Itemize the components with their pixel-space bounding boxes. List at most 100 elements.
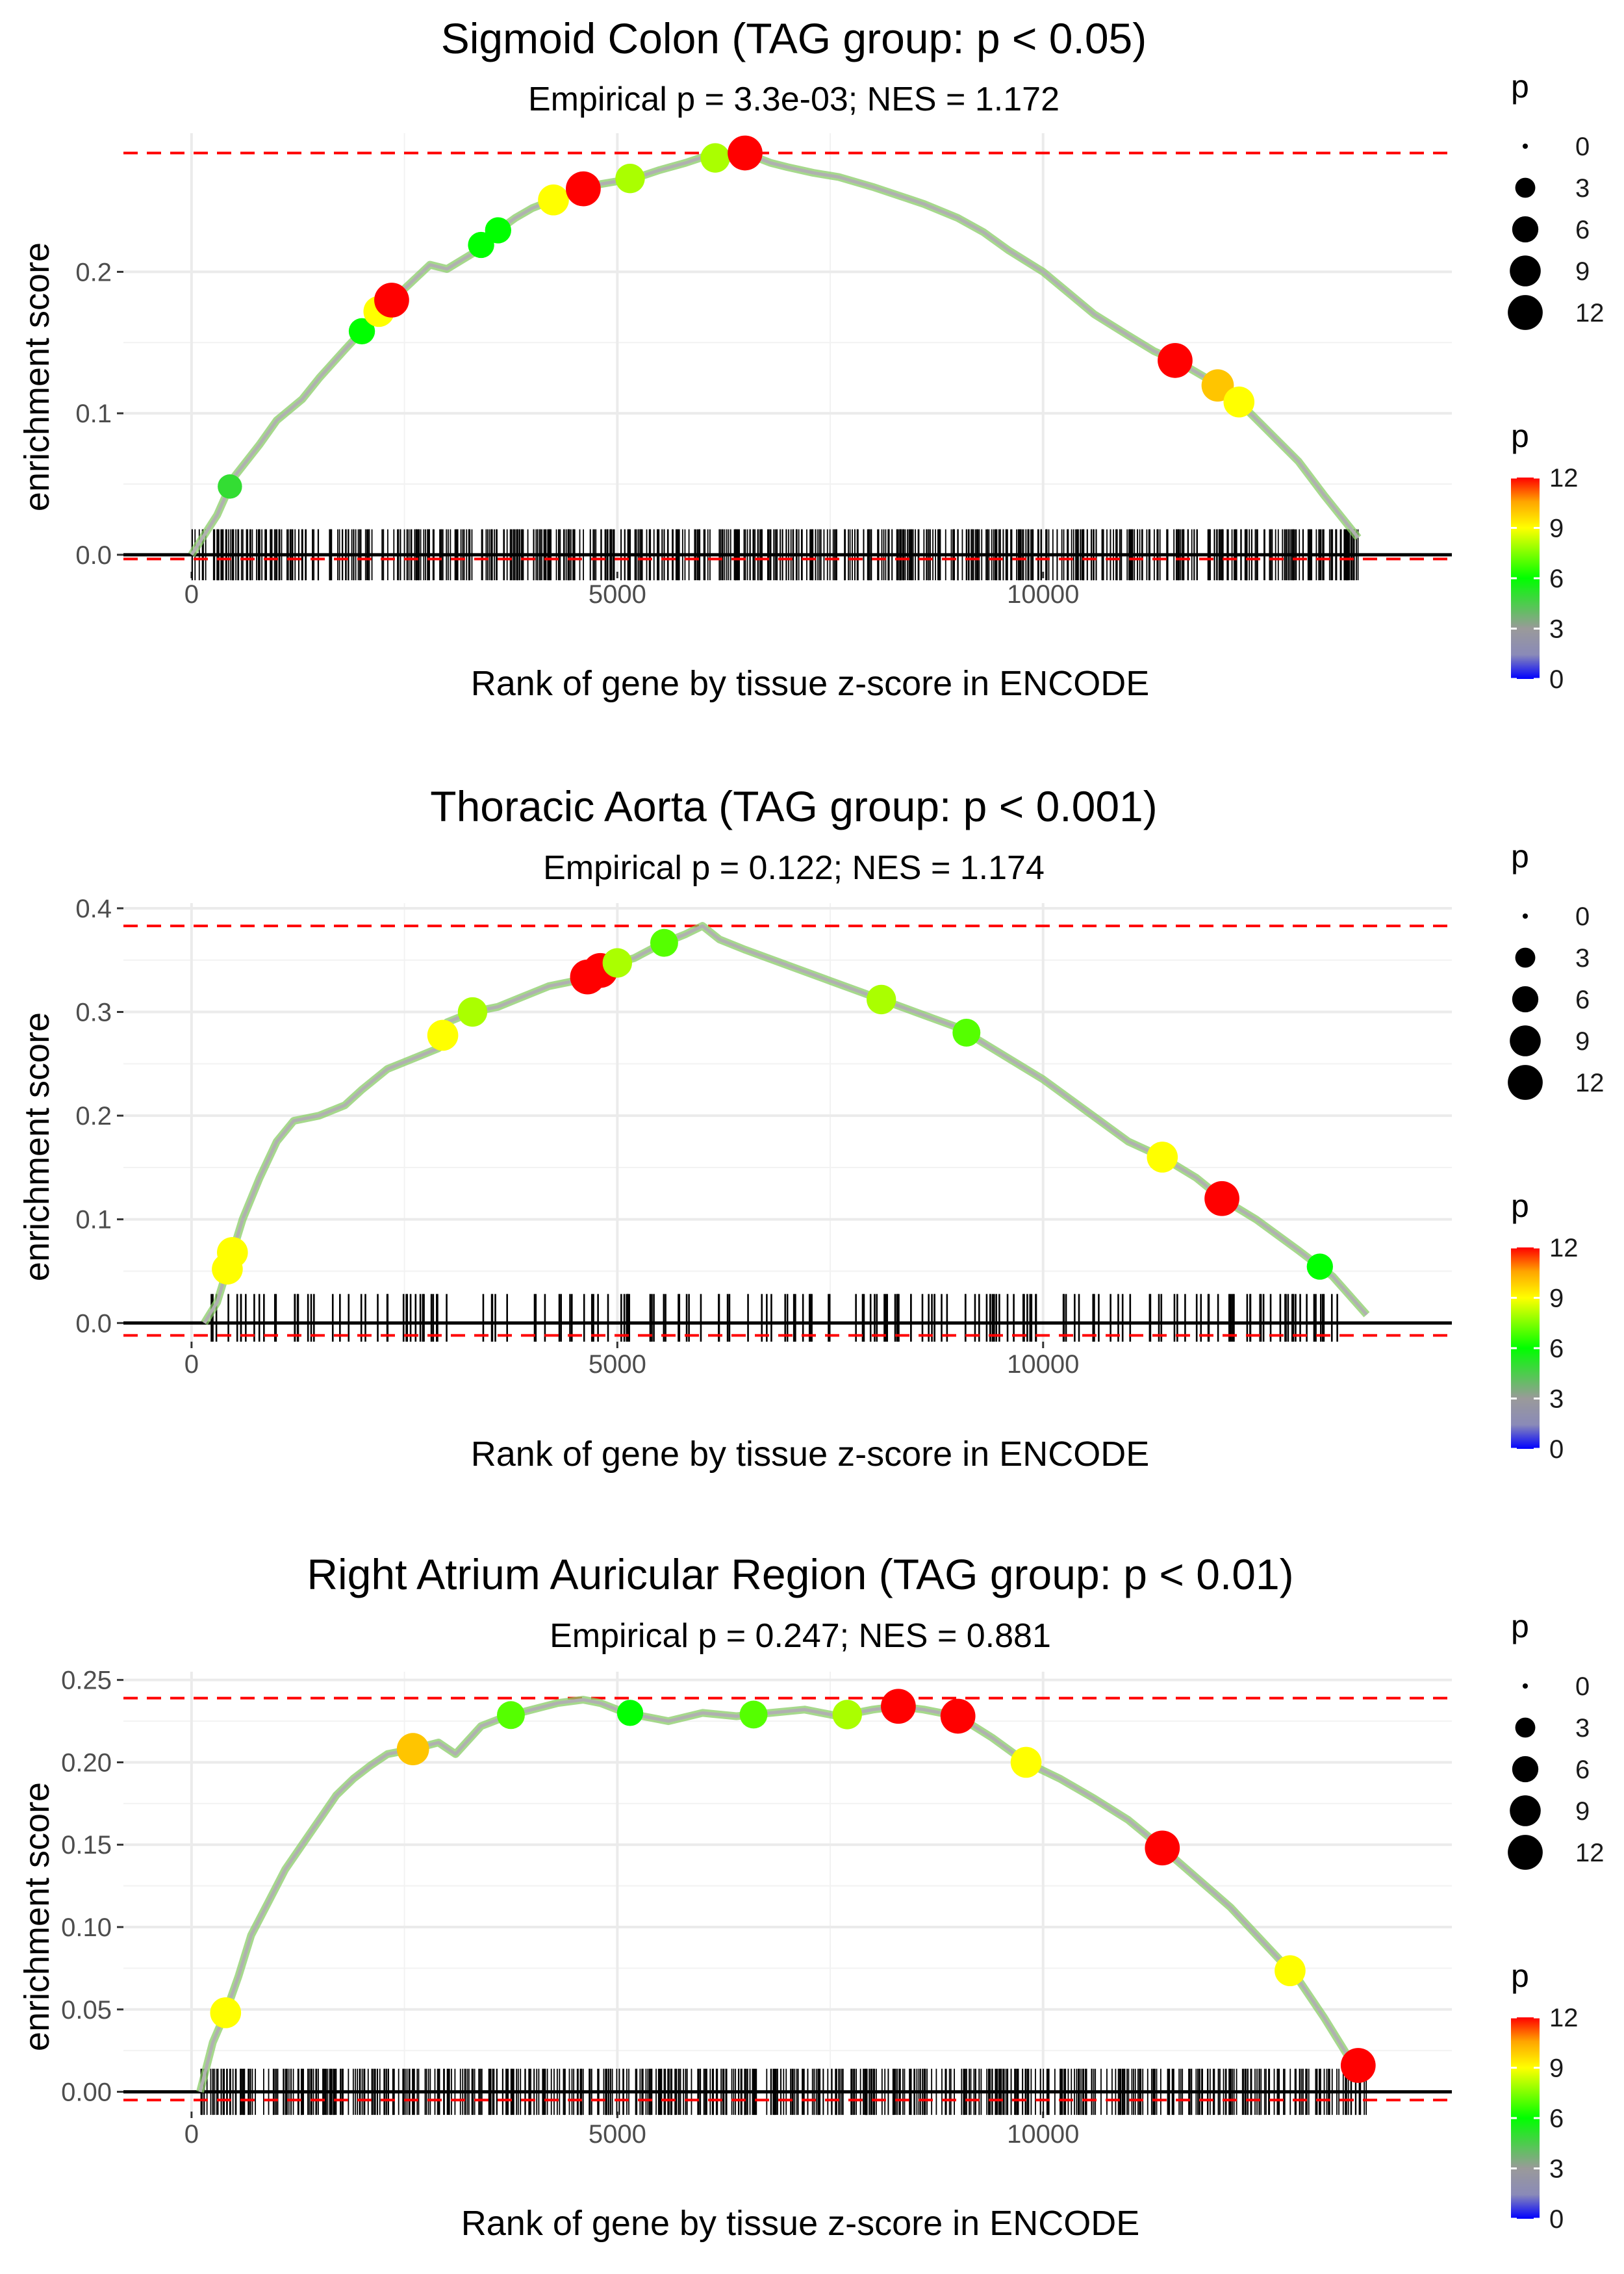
- color-legend-label: 9: [1549, 515, 1564, 543]
- size-legend-title: p: [1511, 838, 1529, 875]
- gene-point: [650, 928, 678, 957]
- size-legend-dot: [1510, 1025, 1541, 1056]
- gene-point: [867, 984, 896, 1015]
- size-legend-label: 9: [1575, 1797, 1590, 1826]
- x-tick-label: 10000: [1007, 580, 1079, 609]
- size-legend-items: 0 3 6 9 12: [1508, 902, 1605, 1100]
- x-axis-title: Rank of gene by tissue z-score in ENCODE: [471, 1435, 1149, 1474]
- gene-point: [496, 1701, 525, 1730]
- gene-point: [832, 1700, 862, 1730]
- gene-point: [728, 135, 763, 171]
- size-legend-label: 6: [1575, 216, 1590, 244]
- y-tick-label: 0.0: [75, 1309, 112, 1338]
- size-legend-dot: [1523, 1683, 1528, 1689]
- gene-point: [374, 283, 409, 318]
- gene-point: [396, 1733, 429, 1766]
- size-legend-label: 3: [1575, 1714, 1590, 1743]
- color-legend-label: 0: [1549, 665, 1564, 694]
- gene-point: [468, 231, 494, 259]
- enrichment-curve-halo: [201, 922, 1370, 1325]
- color-legend-title: p: [1511, 1188, 1529, 1224]
- gene-rug: [210, 1294, 1338, 1342]
- gene-point: [602, 948, 632, 978]
- color-legend-items: 12 9 6 3 0: [1511, 2004, 1579, 2234]
- gene-point: [615, 164, 645, 194]
- gene-point: [1275, 1955, 1306, 1987]
- color-legend-label: 6: [1549, 1335, 1564, 1363]
- color-legend: p 12 9 6 3 0: [1511, 1958, 1579, 2234]
- gene-point: [1145, 1830, 1180, 1866]
- y-tick-label: 0.1: [75, 1206, 112, 1234]
- gene-point: [348, 318, 375, 345]
- color-legend-label: 9: [1549, 1284, 1564, 1313]
- color-legend: p 12 9 6 3 0: [1511, 1188, 1579, 1464]
- y-tick-label: 0.05: [61, 1996, 112, 2025]
- size-legend-dot: [1515, 947, 1536, 968]
- size-legend-dot: [1515, 1717, 1536, 1738]
- gene-point: [616, 1700, 644, 1726]
- color-legend-label: 0: [1549, 1435, 1564, 1464]
- gene-point: [216, 1236, 248, 1268]
- y-tick-label: 0.00: [61, 2078, 112, 2107]
- x-tick-label: 10000: [1007, 2120, 1079, 2149]
- gene-point: [739, 1700, 768, 1729]
- panel-sigmoid-colon: Sigmoid Colon (TAG group: p < 0.05) Empi…: [18, 14, 1605, 703]
- size-legend-label: 12: [1575, 1839, 1605, 1867]
- color-legend-items: 12 9 6 3 0: [1511, 1234, 1579, 1464]
- panel-title: Thoracic Aorta (TAG group: p < 0.001): [430, 782, 1158, 830]
- enrichment-curve: [198, 1698, 1368, 2093]
- color-legend-label: 3: [1549, 2155, 1564, 2184]
- color-legend-label: 6: [1549, 2104, 1564, 2133]
- gene-point: [427, 1019, 459, 1051]
- size-legend-dot: [1508, 295, 1543, 330]
- y-tick-label: 0.20: [61, 1748, 112, 1777]
- size-legend-dot: [1512, 1756, 1539, 1783]
- color-legend-label: 12: [1549, 2004, 1579, 2032]
- size-legend-label: 6: [1575, 986, 1590, 1014]
- size-legend-label: 3: [1575, 174, 1590, 203]
- y-tick-label: 0.25: [61, 1667, 112, 1695]
- plot-area: 0 5000 10000 0.0 0.1 0.2 0.3 0.4: [75, 895, 1452, 1379]
- size-legend: p 0 3 6 9 12: [1508, 1608, 1605, 1870]
- y-axis-title: enrichment score: [18, 1012, 57, 1281]
- y-axis-title: enrichment score: [18, 1782, 57, 2051]
- size-legend-label: 6: [1575, 1756, 1590, 1784]
- color-legend-title: p: [1511, 1958, 1529, 1994]
- size-legend-dot: [1508, 1835, 1543, 1870]
- x-tick-label: 10000: [1007, 1350, 1079, 1379]
- size-legend: p 0 3 6 9 12: [1508, 838, 1605, 1100]
- gene-point: [485, 217, 511, 244]
- gene-point: [218, 474, 242, 499]
- size-legend-label: 3: [1575, 944, 1590, 973]
- size-legend-dot: [1510, 1795, 1541, 1826]
- size-legend-label: 0: [1575, 133, 1590, 161]
- enrichment-curve: [203, 924, 1368, 1324]
- gene-point: [1010, 1746, 1042, 1778]
- color-legend-label: 12: [1549, 464, 1579, 492]
- gene-point: [952, 1019, 981, 1047]
- panel-thoracic-aorta: Thoracic Aorta (TAG group: p < 0.001) Em…: [18, 782, 1605, 1474]
- panel-title: Right Atrium Auricular Region (TAG group…: [307, 1550, 1293, 1598]
- y-tick-label: 0.2: [75, 258, 112, 287]
- panel-subtitle: Empirical p = 3.3e-03; NES = 1.172: [528, 81, 1059, 118]
- size-legend-label: 9: [1575, 1027, 1590, 1056]
- size-legend-title: p: [1511, 68, 1529, 105]
- color-legend-label: 0: [1549, 2205, 1564, 2234]
- size-legend-dot: [1508, 1065, 1543, 1100]
- gene-point: [1147, 1142, 1178, 1173]
- plot-area: 0 5000 10000 0.0 0.1 0.2: [75, 133, 1452, 609]
- size-legend-label: 12: [1575, 1069, 1605, 1097]
- gene-point: [457, 997, 488, 1027]
- size-legend: p 0 3 6 9 12: [1508, 68, 1605, 330]
- x-tick-label: 0: [184, 580, 199, 609]
- size-legend-dot: [1523, 913, 1528, 919]
- gene-point: [1340, 2048, 1376, 2083]
- gene-point: [538, 184, 569, 216]
- color-legend-label: 12: [1549, 1234, 1579, 1262]
- x-axis-title: Rank of gene by tissue z-score in ENCODE: [461, 2204, 1139, 2243]
- size-legend-label: 12: [1575, 299, 1605, 327]
- y-tick-label: 0.3: [75, 999, 112, 1027]
- gene-point: [940, 1698, 976, 1734]
- y-tick-label: 0.1: [75, 400, 112, 428]
